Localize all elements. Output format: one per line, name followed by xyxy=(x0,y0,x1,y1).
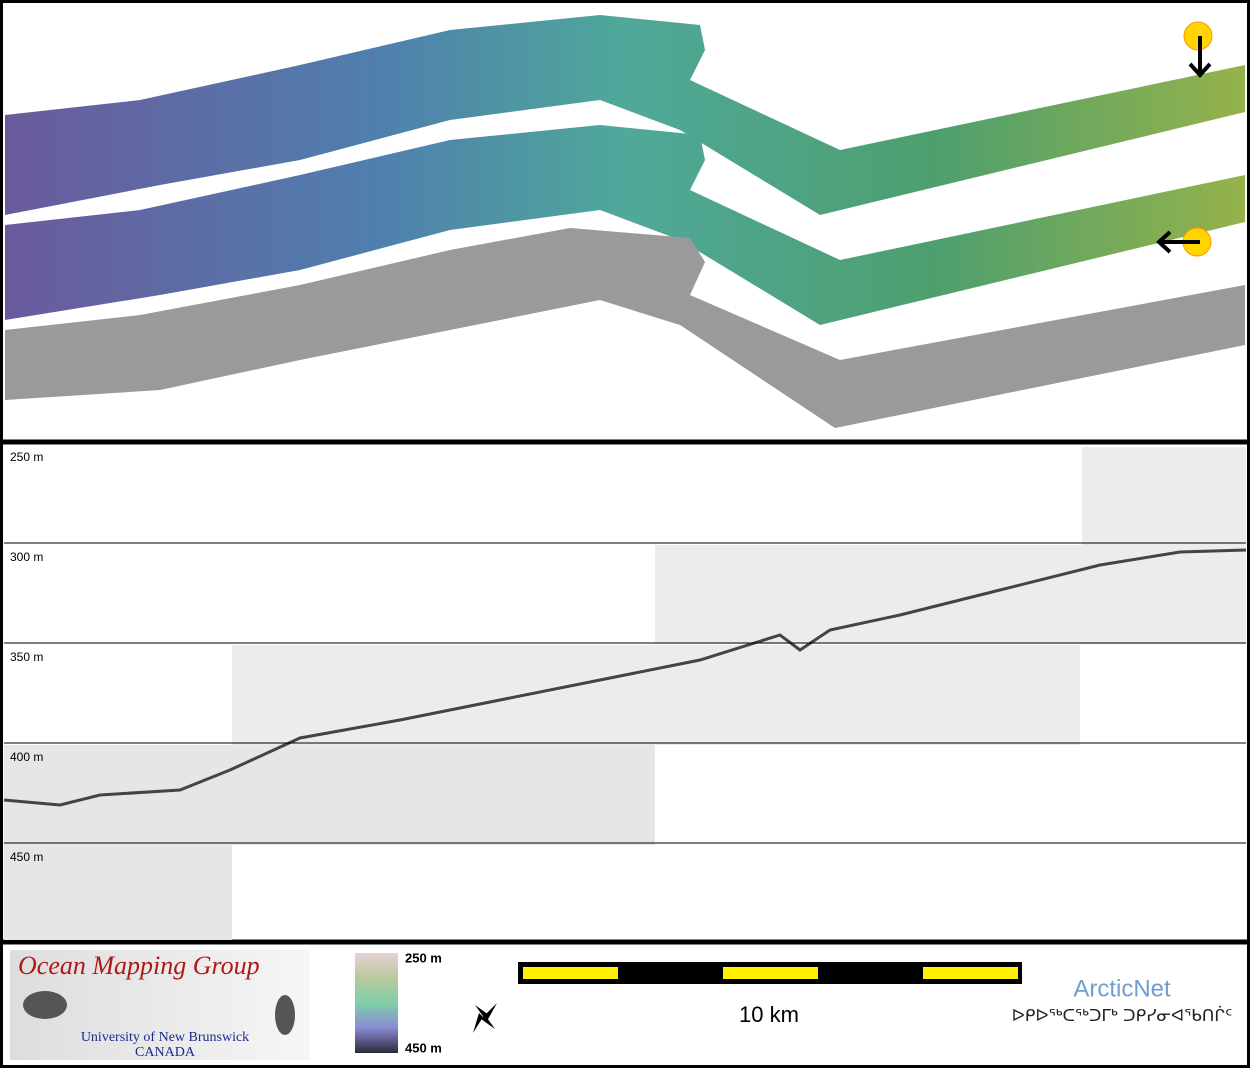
arrow-cross xyxy=(481,1015,495,1029)
color-bar-label: 250 m xyxy=(405,950,442,965)
arrow-tail xyxy=(473,1013,483,1033)
logo-country: CANADA xyxy=(135,1045,196,1060)
depth-label: 400 m xyxy=(10,750,43,764)
scale-bar-label: 10 km xyxy=(739,1002,799,1027)
logo-graphic xyxy=(23,991,67,1019)
scale-bar-segment xyxy=(923,967,1018,979)
depth-label: 450 m xyxy=(10,850,43,864)
color-bar xyxy=(355,953,398,1053)
depth-label: 350 m xyxy=(10,650,43,664)
arrow-cross xyxy=(475,1005,489,1019)
arrow xyxy=(1156,230,1172,254)
profile-block xyxy=(655,545,1082,644)
scale-bar-segment xyxy=(523,967,618,979)
profile-block xyxy=(1082,447,1246,644)
seafloor-reflector xyxy=(3,548,1247,807)
sun-markers xyxy=(1156,21,1213,257)
bathymetry-swath xyxy=(5,125,1245,325)
bathymetry-swath xyxy=(5,15,1245,215)
depth-label: 250 m xyxy=(10,450,43,464)
profile: 250 m 300 m 350 m 400 m 450 m xyxy=(3,447,1247,940)
logo-graphic xyxy=(275,995,295,1035)
arrow xyxy=(1188,62,1212,78)
color-bar-label: 450 m xyxy=(405,1040,442,1055)
profile-block xyxy=(232,645,1080,745)
profile-block xyxy=(4,845,232,940)
logo-university: University of New Brunswick xyxy=(81,1030,249,1045)
north-arrow xyxy=(473,1003,497,1033)
swaths xyxy=(5,15,1245,428)
depth-label: 300 m xyxy=(10,550,43,564)
partner-name: ArcticNet xyxy=(1073,975,1171,1002)
backscatter-swath xyxy=(5,228,1245,428)
scale-bar: 10 km xyxy=(518,962,1022,1027)
partner-syllabics: ᐅᑭᐅᖅᑕᖅᑐᒥᒃ ᑐᑭᓯᓂᐊᖃᑎᒌᑦ xyxy=(1012,1005,1233,1026)
scale-bar-segment xyxy=(723,967,818,979)
footer: Ocean Mapping Group University of New Br… xyxy=(10,950,1232,1060)
logo-title: Ocean Mapping Group xyxy=(18,951,260,980)
